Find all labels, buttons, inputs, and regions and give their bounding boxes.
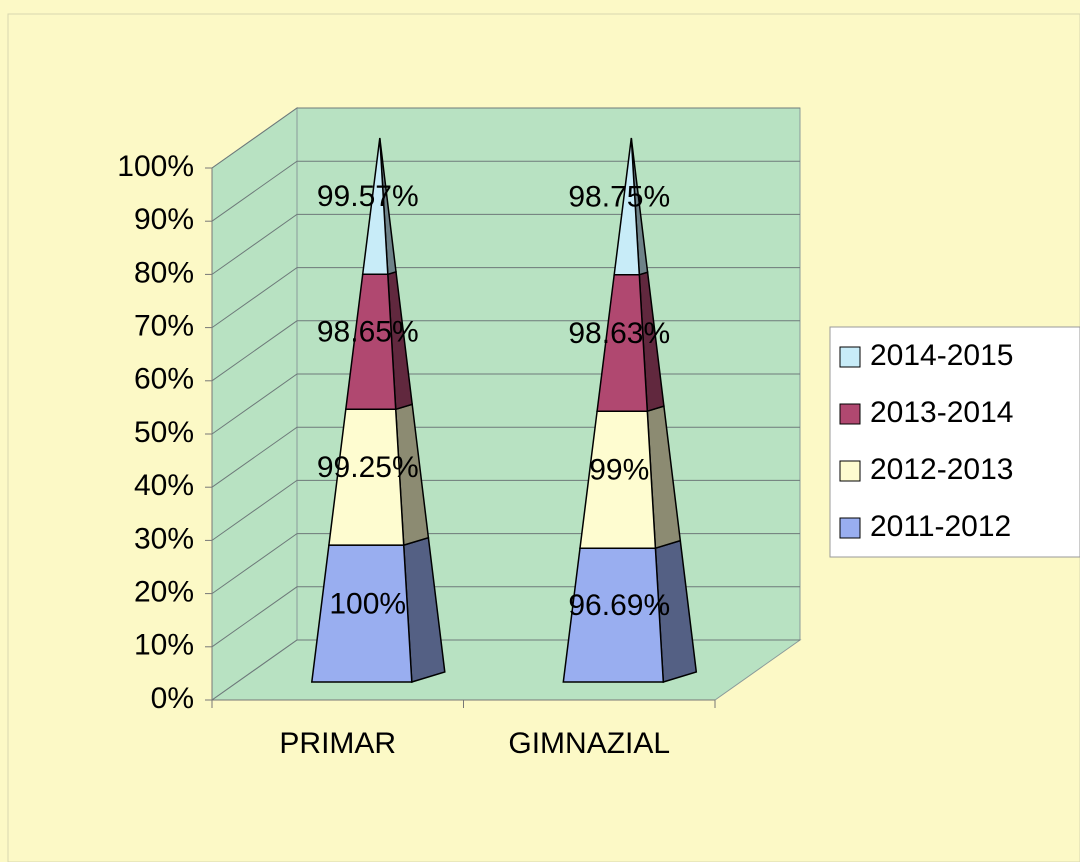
y-tick-label: 40% <box>134 469 194 502</box>
grid-line <box>211 107 800 169</box>
floor <box>210 639 802 701</box>
y-tick-label: 100% <box>117 150 194 183</box>
y-tick-label: 20% <box>134 576 194 609</box>
y-tick-label: 10% <box>134 629 194 662</box>
data-label: 99.25% <box>317 451 419 484</box>
data-label: 98.65% <box>317 316 419 349</box>
data-label: 98.63% <box>568 317 670 350</box>
legend-swatch <box>839 403 861 425</box>
legend-label: 2012-2013 <box>870 453 1013 486</box>
y-tick-label: 60% <box>134 363 194 396</box>
x-tick-label: PRIMAR <box>279 727 396 760</box>
x-tick-label: GIMNAZIAL <box>508 727 670 760</box>
legend-swatch <box>839 460 861 482</box>
y-tick-label: 30% <box>134 522 194 555</box>
data-label: 98.75% <box>568 180 670 213</box>
chart-border <box>7 13 1080 862</box>
y-tick-label: 50% <box>134 416 194 449</box>
pyramid-segment <box>613 137 641 276</box>
legend-label: 2013-2014 <box>870 396 1013 429</box>
data-label: 99.57% <box>317 180 419 213</box>
legend-swatch <box>839 346 861 368</box>
y-tick-label: 0% <box>151 682 194 715</box>
y-tick-label: 90% <box>134 203 194 236</box>
data-label: 99% <box>589 454 649 487</box>
legend <box>829 326 1080 558</box>
y-tick-label: 70% <box>134 310 194 343</box>
legend-label: 2014-2015 <box>870 339 1013 372</box>
legend-swatch <box>839 517 861 539</box>
data-label: 96.69% <box>568 589 670 622</box>
pyramid-segment <box>361 137 389 276</box>
legend-label: 2011-2012 <box>870 510 1011 543</box>
data-label: 100% <box>329 587 406 620</box>
y-tick-label: 80% <box>134 256 194 289</box>
